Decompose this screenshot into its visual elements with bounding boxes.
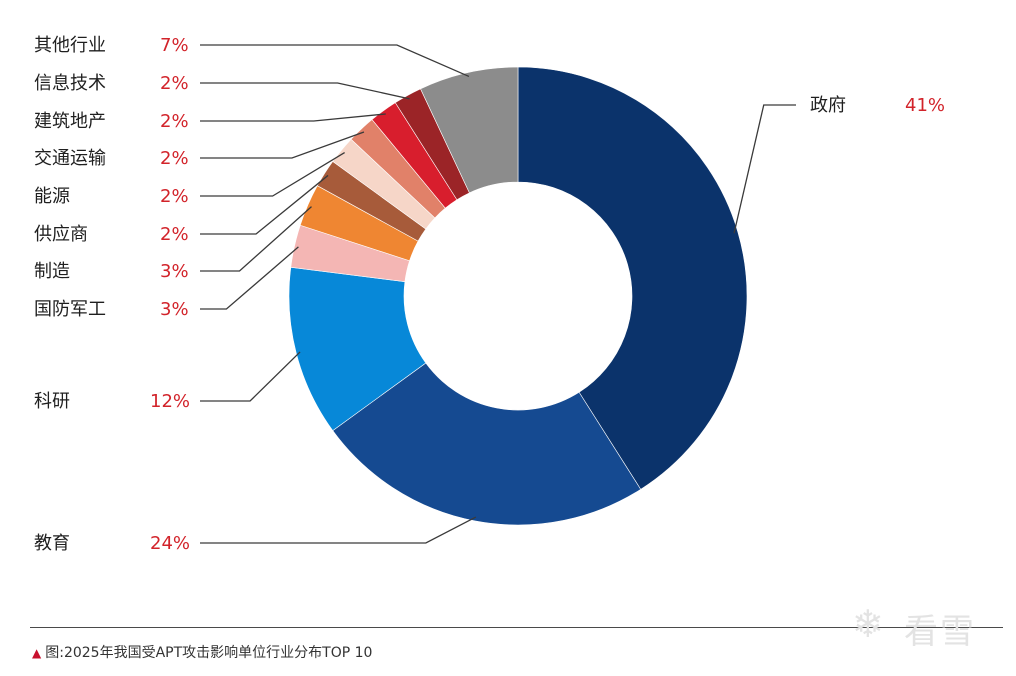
snowflake-icon: ❄: [852, 602, 884, 646]
leader-line: [200, 174, 329, 235]
slice-0: [517, 66, 748, 490]
caption-text: 图:2025年我国受APT攻击影响单位行业分布TOP 10: [45, 645, 373, 661]
slice-value-label: 2%: [160, 186, 189, 207]
slice-label: 国防军工: [34, 299, 106, 320]
slice-value-label: 2%: [160, 73, 189, 94]
slice-value-label: 24%: [150, 533, 190, 554]
leader-line: [733, 104, 796, 234]
leader-line: [200, 131, 365, 159]
slice-label: 交通运输: [34, 148, 106, 169]
slice-label: 建筑地产: [34, 111, 106, 132]
slice-value-label: 2%: [160, 224, 189, 245]
slice-label: 教育: [34, 533, 70, 554]
slice-label: 制造: [34, 261, 70, 282]
figure-caption: ▲ 图:2025年我国受APT攻击影响单位行业分布TOP 10: [32, 642, 372, 662]
slice-1: [332, 362, 642, 526]
leader-line: [200, 152, 345, 197]
slice-value-label: 2%: [160, 111, 189, 132]
leader-line: [200, 44, 470, 78]
leader-line: [200, 113, 386, 122]
slice-label: 供应商: [34, 224, 88, 245]
slice-value-label: 41%: [905, 95, 945, 116]
slice-value-label: 2%: [160, 148, 189, 169]
slice-label: 科研: [34, 391, 70, 412]
slice-10: [420, 66, 519, 194]
slice-label: 政府: [810, 95, 846, 116]
slice-value-label: 12%: [150, 391, 190, 412]
slice-label: 信息技术: [34, 73, 106, 94]
caption-marker: ▲: [32, 646, 42, 660]
leader-line: [200, 246, 299, 310]
slice-label: 其他行业: [34, 35, 106, 56]
leader-line: [200, 351, 301, 402]
slice-label: 能源: [34, 186, 70, 207]
slice-value-label: 7%: [160, 35, 189, 56]
slice-value-label: 3%: [160, 261, 189, 282]
watermark-text: 看雪: [904, 612, 976, 652]
watermark: ❄ 看雪: [852, 600, 1002, 652]
leader-line: [200, 516, 477, 544]
slice-value-label: 3%: [160, 299, 189, 320]
footer-rule: [30, 627, 1003, 628]
leader-line: [200, 206, 312, 272]
leader-line: [200, 82, 410, 100]
